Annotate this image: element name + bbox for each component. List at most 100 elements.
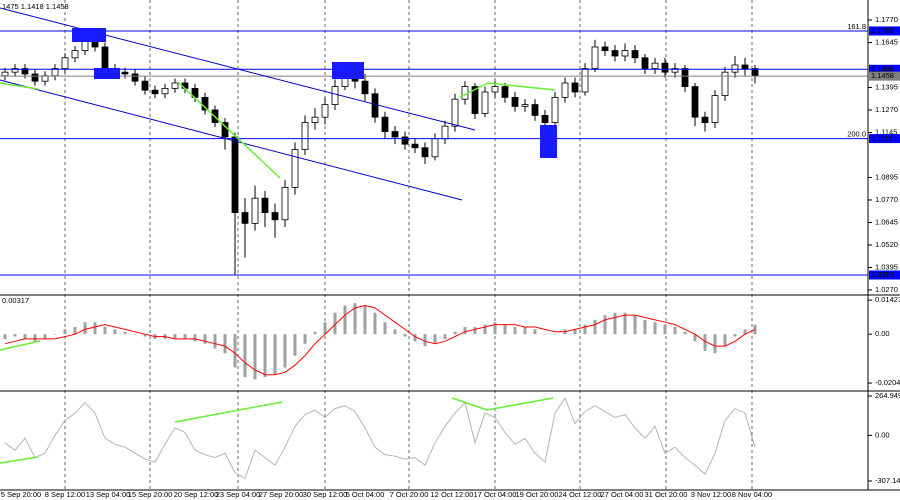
- level-price-label: 1.1458: [871, 71, 894, 80]
- candle-body: [11, 68, 19, 73]
- y-tick-label: 1.1145: [875, 127, 897, 136]
- x-tick-label: 23 Sep 04:00: [216, 490, 261, 499]
- candle-body: [711, 95, 719, 123]
- y-tick-label: 1.0395: [875, 262, 898, 271]
- macd-bar: [533, 329, 537, 335]
- macd-bar: [383, 322, 387, 335]
- y-tick-label: 1.1270: [875, 105, 898, 114]
- divergence-line: [451, 397, 554, 411]
- macd-bar: [483, 324, 487, 335]
- macd-bar: [263, 334, 267, 378]
- macd-bar: [743, 329, 747, 335]
- candle-body: [251, 197, 259, 224]
- macd-bar: [713, 334, 717, 354]
- candle-body: [421, 147, 429, 158]
- candle-body: [731, 64, 739, 73]
- macd-bar: [623, 312, 627, 335]
- macd-bar: [413, 334, 417, 342]
- candle-body: [651, 62, 659, 69]
- y-tick-label: 1.1395: [875, 82, 898, 91]
- macd-bar: [3, 334, 7, 339]
- macd-bar: [353, 303, 357, 335]
- macd-bar: [193, 334, 197, 342]
- chart-title: 1475 1.1418 1.1458: [2, 2, 69, 11]
- y-tick-label: 1.0770: [875, 195, 898, 204]
- macd-bar: [733, 334, 737, 337]
- candle-body: [371, 93, 379, 118]
- candle-body: [431, 138, 439, 158]
- candle-body: [511, 96, 519, 107]
- x-tick-label: 5 Oct 04:00: [346, 490, 385, 499]
- candle-body: [551, 96, 559, 123]
- candle-body: [311, 116, 319, 123]
- y-tick-label: 1.0895: [875, 172, 898, 181]
- candle-body: [491, 86, 499, 93]
- macd-bar: [723, 334, 727, 347]
- macd-bar: [553, 334, 557, 335]
- macd-bar: [273, 334, 277, 375]
- x-tick-label: 17 Oct 04:00: [474, 490, 517, 499]
- macd-bar: [453, 331, 457, 335]
- macd-bar: [13, 334, 17, 337]
- x-tick-label: 31 Oct 20:00: [645, 490, 688, 499]
- candle-body: [161, 87, 169, 95]
- macd-bar: [403, 334, 407, 337]
- macd-bar: [613, 312, 617, 335]
- x-tick-label: 24 Oct 12:00: [559, 490, 602, 499]
- y-tick-label: -0.02049: [875, 378, 900, 387]
- marks: [0, 30, 868, 480]
- macd-bar: [183, 334, 187, 339]
- macd-bar: [173, 334, 177, 339]
- macd-bar: [313, 331, 317, 335]
- candle-body: [631, 50, 639, 59]
- macd-bar: [593, 319, 597, 335]
- macd-bar: [73, 327, 77, 335]
- candle-body: [501, 86, 509, 98]
- x-tick-label: 27 Oct 04:00: [601, 490, 644, 499]
- macd-bar: [603, 315, 607, 335]
- macd-bar: [103, 327, 107, 335]
- candle-body: [291, 149, 299, 188]
- macd-bar: [683, 331, 687, 335]
- macd-bar: [653, 322, 657, 335]
- macd-bar: [223, 334, 227, 354]
- macd-bar: [433, 334, 437, 344]
- candle-body: [681, 68, 689, 87]
- macd-bar: [543, 334, 547, 335]
- macd-bar: [493, 322, 497, 335]
- y-tick-label: 1.0520: [875, 240, 898, 249]
- x-tick-label: 5 Sep 20:00: [1, 490, 41, 499]
- candle-body: [571, 82, 579, 93]
- macd-bar: [513, 327, 517, 335]
- level-price-label: 1.1709: [871, 26, 894, 35]
- x-tick-label: 30 Sep 12:00: [303, 490, 348, 499]
- candle-body: [471, 86, 479, 114]
- y-tick-label: 1.0645: [875, 217, 898, 226]
- macd-bar: [473, 327, 477, 335]
- level-tag: 200.0: [847, 130, 866, 139]
- level-price-box: [869, 71, 900, 81]
- macd-bar: [693, 334, 697, 342]
- cci-line: [4, 397, 756, 480]
- x-tick-label: 13 Sep 04:00: [86, 490, 131, 499]
- candle-body: [101, 46, 109, 69]
- macd-signal-line: [4, 304, 756, 376]
- y-tick-label: 264.9492: [875, 391, 900, 400]
- candle-body: [541, 114, 549, 123]
- candle-body: [661, 62, 669, 73]
- macd-bar: [663, 324, 667, 335]
- candle-body: [691, 86, 699, 118]
- macd-bar: [293, 334, 297, 356]
- candle-body: [641, 57, 649, 69]
- candle-body: [381, 116, 389, 132]
- candle-body: [231, 136, 239, 213]
- y-tick-label: -307.142: [875, 476, 900, 485]
- macd-bar: [53, 334, 57, 335]
- macd-bar: [673, 327, 677, 335]
- macd-bar: [393, 329, 397, 335]
- divergence-line: [0, 456, 39, 464]
- divergence-line: [459, 82, 556, 98]
- macd-bar: [243, 334, 247, 378]
- candle-body: [261, 197, 269, 213]
